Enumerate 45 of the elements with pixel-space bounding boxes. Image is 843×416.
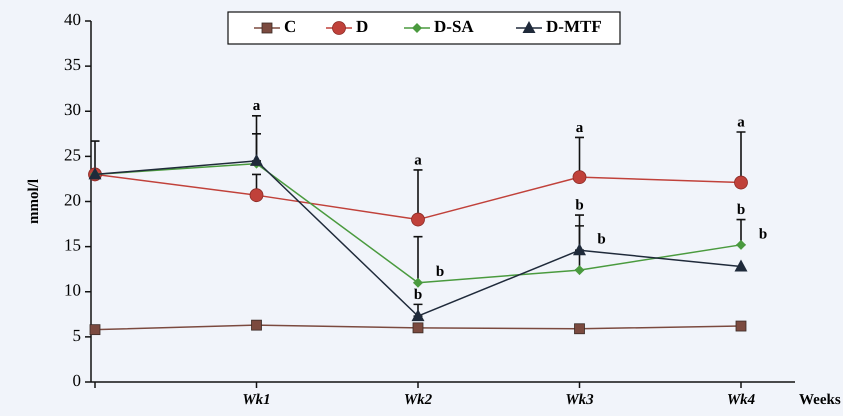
annotation: b [414, 286, 422, 303]
point [412, 322, 424, 334]
y-tick-label: 40 [64, 10, 81, 29]
y-tick-label: 0 [72, 370, 81, 390]
annotation: a [737, 114, 746, 130]
x-tick-label: Wk2 [404, 392, 433, 408]
annotation: b [758, 226, 768, 242]
legend-label: C [284, 16, 296, 36]
legend-label: D-MTF [546, 16, 602, 36]
point [736, 240, 746, 250]
point [572, 170, 586, 184]
point [734, 176, 748, 190]
annotation: b [736, 202, 746, 218]
y-tick-label: 25 [64, 145, 81, 164]
point [251, 320, 262, 331]
y-tick-label: 15 [64, 236, 81, 255]
x-axis-title: Weeks [799, 392, 841, 408]
point [90, 324, 100, 336]
x-tick-label: Wk3 [565, 392, 594, 408]
legend-label: D-SA [434, 16, 474, 36]
point [573, 243, 586, 256]
point [250, 188, 264, 202]
legend-label: D [356, 16, 368, 36]
point [574, 265, 584, 276]
point [734, 259, 748, 272]
point [250, 154, 263, 166]
point [574, 323, 585, 334]
x-tick-label: Wk1 [242, 392, 271, 408]
annotation: b [597, 232, 606, 248]
annotation: b [575, 197, 584, 214]
y-tick-label: 35 [64, 55, 81, 74]
x-tick-label: Wk4 [726, 392, 756, 408]
y-axis-title: mmol/l [26, 179, 42, 224]
point [736, 320, 746, 332]
y-tick-label: 20 [64, 190, 81, 210]
annotation: a [576, 120, 584, 136]
point [412, 309, 424, 322]
annotation: a [252, 98, 261, 114]
annotation: b [436, 264, 444, 280]
y-tick-label: 5 [72, 326, 81, 345]
y-tick-label: 30 [64, 100, 81, 120]
y-tick-label: 10 [64, 280, 81, 300]
point [413, 278, 423, 288]
point [411, 212, 425, 226]
annotation: a [414, 152, 422, 168]
